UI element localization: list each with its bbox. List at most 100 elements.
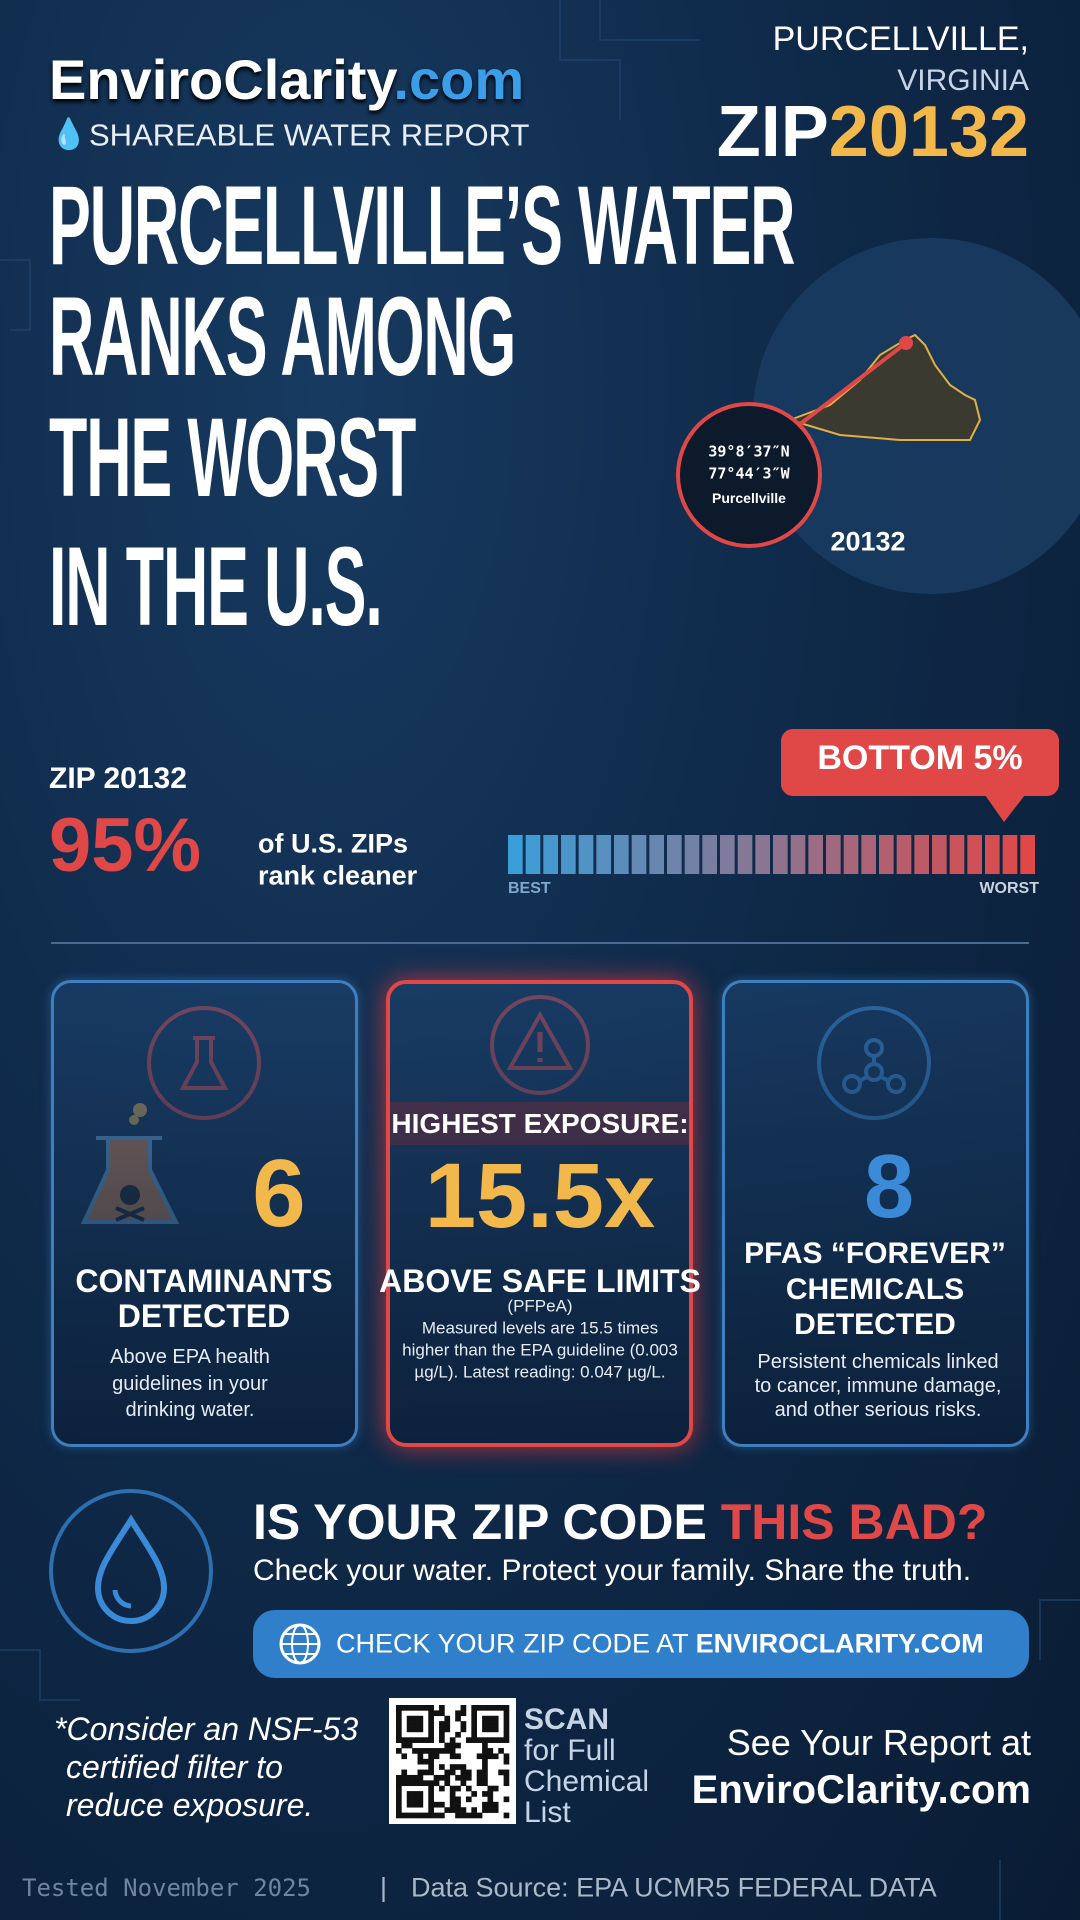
qr-module (417, 1769, 424, 1776)
qr-module (417, 1753, 424, 1760)
scale-segment (932, 835, 947, 874)
qr-module (460, 1710, 467, 1717)
card-description: to cancer, immune damage, (754, 1375, 1002, 1397)
qr-module (412, 1721, 418, 1727)
qr-module (471, 1726, 478, 1733)
button-text[interactable]: CHECK YOUR ZIP CODE AT (336, 1628, 689, 1659)
brand-tld: .com (393, 48, 525, 111)
qr-module (503, 1812, 510, 1819)
scale-segment (720, 835, 735, 874)
qr-module (396, 1780, 402, 1787)
scale-segment (949, 835, 965, 874)
qr-module (471, 1715, 478, 1722)
data-source: Data Source: EPA UCMR5 FEDERAL DATA (411, 1872, 937, 1903)
rank-text: rank cleaner (258, 860, 418, 891)
qr-module (449, 1737, 456, 1743)
qr-module (396, 1705, 402, 1711)
qr-module (417, 1721, 424, 1727)
qr-module (482, 1705, 488, 1711)
qr-module (444, 1742, 451, 1749)
report-site[interactable]: EnviroClarity.com (691, 1768, 1031, 1812)
qr-module (433, 1780, 440, 1787)
qr-module (455, 1764, 461, 1770)
qr-module (417, 1780, 424, 1787)
card-description: drinking water. (125, 1399, 255, 1421)
qr-module (476, 1769, 483, 1776)
qr-module (396, 1715, 402, 1722)
qr-module (492, 1721, 499, 1727)
qr-module (460, 1726, 467, 1733)
qr-module (439, 1785, 445, 1792)
qr-module (482, 1726, 488, 1733)
qr-module (406, 1721, 413, 1727)
card-description: µg/L). Latest reading: 0.047 µg/L. (414, 1362, 666, 1382)
qr-module (482, 1801, 488, 1808)
qr-module (422, 1705, 429, 1711)
scale-segment (861, 835, 876, 874)
qr-module (439, 1748, 445, 1754)
qr-module (417, 1796, 424, 1803)
qr-module (476, 1812, 483, 1819)
card-title: CONTAMINANTS (75, 1263, 333, 1299)
qr-module (465, 1785, 472, 1792)
qr-module (422, 1769, 429, 1776)
qr-module (428, 1710, 434, 1717)
zip-prefix: ZIP (716, 92, 829, 172)
qr-module (439, 1721, 445, 1727)
qr-module (498, 1737, 504, 1743)
qr-module (487, 1796, 494, 1803)
card-description: higher than the EPA guideline (0.003 (402, 1340, 678, 1360)
scale-low: BEST (508, 880, 551, 897)
rank-badge: BOTTOM 5% (817, 739, 1023, 777)
qr-module (396, 1785, 402, 1792)
qr-module (455, 1796, 461, 1803)
qr-module (460, 1807, 467, 1813)
qr-module (417, 1715, 424, 1722)
qr-module (406, 1791, 413, 1797)
qr-module (460, 1812, 467, 1819)
qr-module (428, 1785, 434, 1792)
cta-tagline: Check your water. Protect your family. S… (253, 1554, 972, 1587)
qr-module (396, 1796, 402, 1803)
qr-module (417, 1737, 424, 1743)
qr-module (460, 1705, 467, 1711)
card-title: PFAS “FOREVER” (744, 1237, 1006, 1270)
scale-segment (826, 835, 841, 874)
scan-text: for Full (524, 1734, 616, 1767)
card-subtitle: (PFPeA) (507, 1296, 573, 1316)
qr-module (482, 1758, 488, 1765)
qr-module (471, 1705, 478, 1711)
qr-module (396, 1812, 402, 1819)
qr-module (406, 1780, 413, 1787)
qr-module (482, 1742, 488, 1749)
qr-module (396, 1801, 402, 1808)
card-title: CHEMICALS (785, 1273, 965, 1306)
qr-module (428, 1769, 434, 1776)
qr-module (449, 1769, 456, 1776)
button-site[interactable]: ENVIROCLARITY.COM (695, 1628, 984, 1659)
qr-module (503, 1758, 510, 1765)
qr-module (492, 1785, 499, 1792)
cta-button[interactable]: CHECK YOUR ZIP CODE AT ENVIROCLARITY.COM (336, 1628, 984, 1659)
card (722, 980, 1029, 1447)
qr-module (428, 1748, 434, 1754)
scale-segment (702, 835, 717, 874)
qr-module (396, 1726, 402, 1733)
qr-module (460, 1721, 467, 1727)
scale-segment (649, 835, 664, 874)
qr-module (428, 1812, 434, 1819)
qr-module (428, 1731, 434, 1738)
qr-module (471, 1710, 478, 1717)
qr-module (428, 1726, 434, 1733)
card-value: 15.5x (424, 1145, 656, 1247)
qr-module (492, 1726, 499, 1733)
scale-segment (508, 835, 523, 874)
qr-module (412, 1737, 418, 1743)
qr-module (428, 1753, 434, 1760)
headline-line: PURCELLVILLE’S WATER (49, 163, 795, 288)
qr-module (487, 1785, 494, 1792)
scale-segment (1020, 835, 1035, 874)
qr-module (465, 1737, 472, 1743)
qr-module (406, 1742, 413, 1749)
qr-module (449, 1748, 456, 1754)
